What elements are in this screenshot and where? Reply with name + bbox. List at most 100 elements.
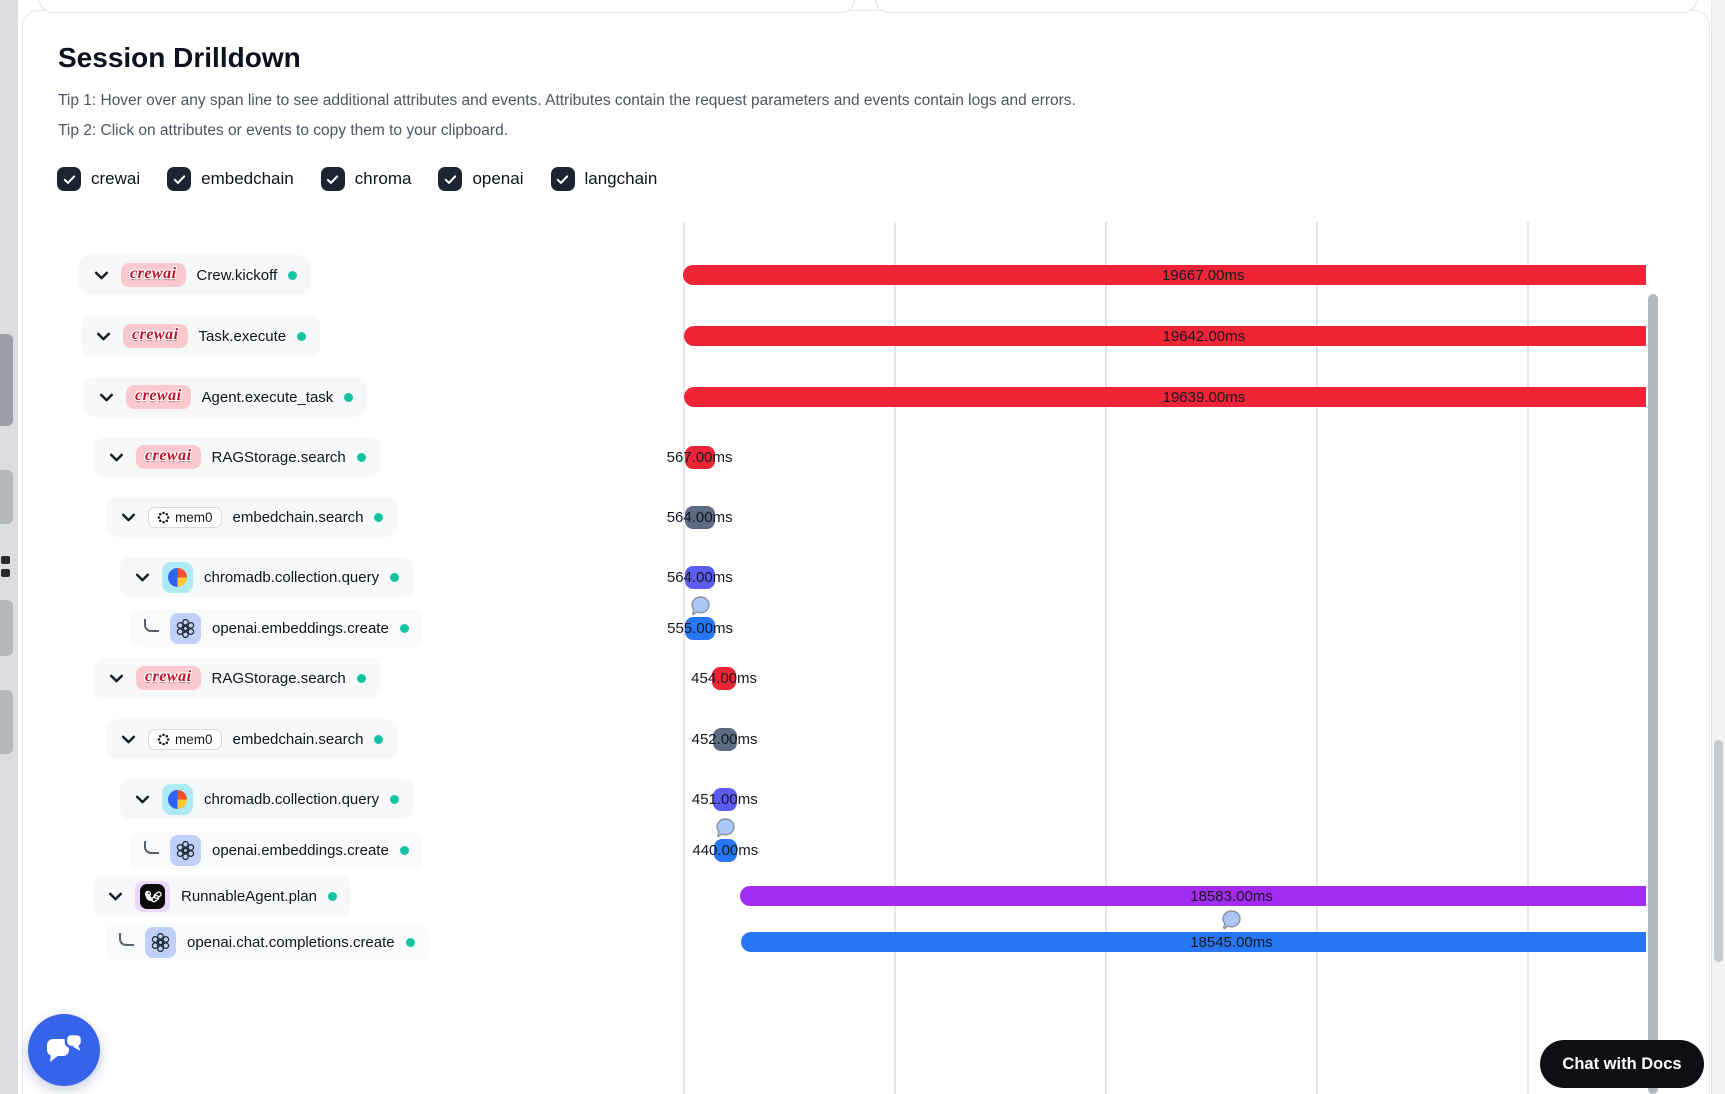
elbow-connector: [144, 618, 159, 632]
span-duration-bar[interactable]: 451.00ms: [692, 787, 758, 811]
chevron-down-icon[interactable]: [120, 731, 137, 748]
span-row-chromadb.collection.query[interactable]: chromadb.collection.query: [120, 557, 414, 597]
edge-artifact-block: [0, 690, 13, 754]
span-row-Agent.execute_task[interactable]: crewai Agent.execute_task: [84, 377, 368, 417]
mem0-logo: mem0: [148, 728, 222, 750]
span-name: Agent.execute_task: [201, 388, 334, 406]
event-bubble-icon[interactable]: [714, 816, 737, 839]
chevron-down-icon[interactable]: [98, 389, 115, 406]
crewai-logo: crewai: [136, 445, 201, 469]
span-duration-bar[interactable]: 18545.00ms: [740, 932, 1646, 952]
duration-label: 454.00ms: [691, 669, 758, 687]
duration-label: 19667.00ms: [1161, 266, 1245, 284]
status-dot: [297, 331, 307, 341]
filter-checkbox-chroma[interactable]: chroma: [320, 167, 412, 191]
duration-label: 18583.00ms: [1190, 887, 1273, 905]
span-name: RunnableAgent.plan: [181, 887, 317, 905]
duration-label: 452.00ms: [691, 730, 758, 748]
chat-widget-button[interactable]: [28, 1014, 100, 1086]
checkbox-checked-icon[interactable]: [438, 167, 463, 191]
page-scrollbar[interactable]: [1711, 0, 1725, 1094]
duration-label: 19642.00ms: [1162, 327, 1246, 345]
span-duration-bar[interactable]: 440.00ms: [692, 838, 758, 862]
chevron-down-icon[interactable]: [108, 670, 125, 687]
elbow-connector: [119, 932, 134, 946]
edge-artifact-mark: [1, 569, 10, 577]
span-row-openai.embeddings.create[interactable]: openai.embeddings.create: [130, 610, 423, 647]
chroma-logo: [162, 561, 193, 593]
checkbox-checked-icon[interactable]: [57, 167, 81, 191]
span-duration-bar[interactable]: 19639.00ms: [684, 387, 1646, 407]
span-name: RAGStorage.search: [211, 669, 346, 687]
span-row-RAGStorage.search[interactable]: crewai RAGStorage.search: [94, 437, 380, 477]
span-name: embedchain.search: [232, 730, 364, 748]
chevron-down-icon[interactable]: [107, 888, 124, 905]
edge-artifact-mark: [1, 556, 10, 564]
chevron-down-icon[interactable]: [108, 449, 125, 466]
event-bubble-icon[interactable]: [689, 594, 712, 617]
event-bubble-icon[interactable]: [1220, 908, 1243, 931]
status-dot: [288, 270, 298, 280]
span-row-Task.execute[interactable]: crewai Task.execute: [81, 316, 321, 356]
filter-label: chroma: [354, 169, 412, 188]
chat-with-docs-button[interactable]: Chat with Docs: [1540, 1040, 1704, 1088]
span-duration-bar[interactable]: 452.00ms: [692, 727, 758, 751]
span-name: Crew.kickoff: [196, 266, 278, 284]
span-row-chromadb.collection.query[interactable]: chromadb.collection.query: [120, 779, 414, 819]
tip-1: Tip 1: Hover over any span line to see a…: [58, 92, 1076, 109]
chevron-down-icon[interactable]: [120, 509, 137, 526]
span-row-embedchain.search[interactable]: mem0 embedchain.search: [106, 497, 398, 537]
duration-label: 567.00ms: [666, 448, 733, 466]
filter-checkbox-embedchain[interactable]: embedchain: [167, 167, 294, 191]
page-scrollbar-thumb[interactable]: [1714, 740, 1723, 962]
span-row-Crew.kickoff[interactable]: crewai Crew.kickoff: [79, 255, 312, 295]
gridline: [1105, 222, 1107, 1094]
edge-artifact-block: [0, 600, 13, 656]
gridline: [683, 222, 685, 1094]
span-row-openai.embeddings.create[interactable]: openai.embeddings.create: [130, 832, 423, 869]
checkbox-checked-icon[interactable]: [320, 167, 345, 191]
span-name: Task.execute: [198, 327, 287, 345]
chart-scrollbar-thumb[interactable]: [1648, 294, 1658, 1094]
top-card-stub: [875, 0, 1697, 13]
span-name: openai.embeddings.create: [212, 620, 389, 637]
filter-label: openai: [472, 169, 524, 188]
span-duration-bar[interactable]: 18583.00ms: [740, 886, 1646, 906]
duration-label: 564.00ms: [666, 568, 733, 586]
crewai-logo: crewai: [121, 263, 186, 287]
span-duration-bar[interactable]: 567.00ms: [667, 445, 733, 469]
chevron-down-icon[interactable]: [134, 569, 151, 586]
status-dot: [399, 624, 409, 633]
status-dot: [344, 392, 354, 402]
checkbox-checked-icon[interactable]: [167, 167, 192, 191]
crewai-logo: crewai: [123, 324, 188, 348]
span-row-openai.chat.completions.create[interactable]: openai.chat.completions.create: [105, 924, 429, 961]
filter-checkbox-langchain[interactable]: langchain: [550, 167, 657, 191]
filter-checkbox-crewai[interactable]: crewai: [57, 167, 140, 191]
span-row-RunnableAgent.plan[interactable]: RunnableAgent.plan: [93, 876, 351, 916]
status-dot: [356, 452, 366, 462]
span-duration-bar[interactable]: 19642.00ms: [684, 326, 1646, 346]
mem0-logo: mem0: [148, 506, 222, 528]
span-duration-bar[interactable]: 19667.00ms: [683, 265, 1646, 285]
span-name: openai.embeddings.create: [212, 842, 389, 859]
span-duration-bar[interactable]: 564.00ms: [667, 505, 733, 529]
filter-checkbox-openai[interactable]: openai: [438, 167, 524, 191]
span-duration-bar[interactable]: 555.00ms: [667, 616, 733, 640]
duration-label: 451.00ms: [691, 790, 758, 808]
duration-label: 440.00ms: [692, 841, 759, 859]
langchain-logo: [135, 880, 170, 912]
span-duration-bar[interactable]: 564.00ms: [667, 565, 733, 589]
chevron-down-icon[interactable]: [134, 791, 151, 808]
status-dot: [327, 891, 337, 901]
openai-logo: [145, 927, 176, 958]
span-row-RAGStorage.search[interactable]: crewai RAGStorage.search: [94, 658, 380, 698]
chevron-down-icon[interactable]: [95, 328, 112, 345]
checkbox-checked-icon[interactable]: [550, 167, 575, 191]
span-row-embedchain.search[interactable]: mem0 embedchain.search: [106, 719, 398, 759]
span-duration-bar[interactable]: 454.00ms: [691, 666, 757, 690]
duration-label: 19639.00ms: [1162, 388, 1246, 406]
chevron-down-icon[interactable]: [93, 267, 110, 284]
status-dot: [390, 572, 400, 582]
